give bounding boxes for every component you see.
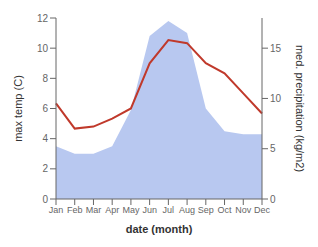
svg-text:Jun: Jun (142, 205, 157, 215)
svg-text:0: 0 (42, 194, 48, 205)
svg-text:0: 0 (270, 194, 276, 205)
svg-text:med. precipitation (kg/m2): med. precipitation (kg/m2) (294, 45, 306, 172)
svg-text:Sep: Sep (198, 205, 214, 215)
svg-text:5: 5 (270, 143, 276, 154)
svg-text:max temp (C): max temp (C) (12, 75, 24, 142)
svg-text:Aug: Aug (179, 205, 195, 215)
svg-text:Jul: Jul (163, 205, 175, 215)
svg-text:Jan: Jan (49, 205, 64, 215)
svg-text:Feb: Feb (67, 205, 83, 215)
svg-text:Nov: Nov (235, 205, 252, 215)
svg-text:2: 2 (42, 163, 48, 174)
svg-text:10: 10 (270, 93, 282, 104)
svg-text:Apr: Apr (105, 205, 119, 215)
svg-text:15: 15 (270, 43, 282, 54)
svg-text:4: 4 (42, 133, 48, 144)
svg-text:date (month): date (month) (126, 223, 193, 235)
svg-text:Dec: Dec (254, 205, 271, 215)
svg-text:May: May (122, 205, 140, 215)
svg-text:12: 12 (37, 13, 49, 24)
svg-text:Mar: Mar (86, 205, 102, 215)
svg-text:10: 10 (37, 43, 49, 54)
svg-text:8: 8 (42, 73, 48, 84)
svg-text:6: 6 (42, 103, 48, 114)
svg-text:Oct: Oct (218, 205, 233, 215)
